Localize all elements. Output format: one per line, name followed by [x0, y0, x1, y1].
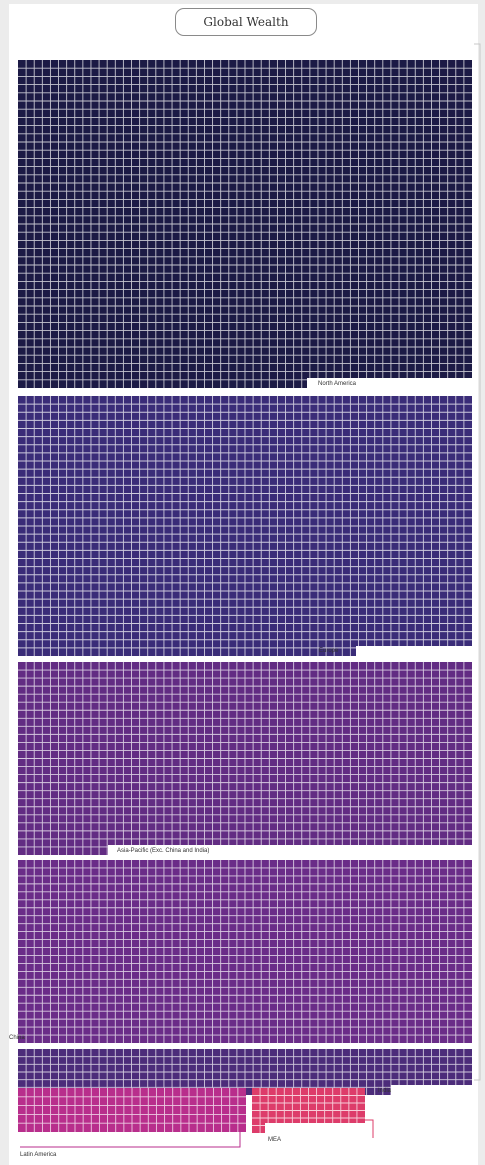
leader-line-mea	[365, 1119, 374, 1138]
series-label-asia-pacific-exc-china-and-india: Asia-Pacific (Exc. China and India)	[117, 848, 209, 854]
chart-title: Global Wealth	[175, 8, 317, 36]
right-margin	[478, 0, 485, 1165]
grid-latin-america	[18, 1088, 246, 1132]
partial-row-asia-pacific-exc-china-and-india	[108, 845, 472, 855]
left-margin	[0, 0, 9, 1165]
series-label-india: India	[378, 1088, 392, 1094]
series-label-north-america: North America	[318, 381, 357, 387]
series-label-europe: Europe	[319, 648, 339, 654]
grid-mea	[252, 1088, 365, 1133]
partial-row-europe	[356, 646, 472, 656]
grid-china	[18, 860, 472, 1043]
series-label-mea: MEA	[268, 1137, 281, 1143]
partial-row-mea	[265, 1123, 365, 1133]
right-bracket	[474, 43, 481, 1081]
grid-europe	[18, 396, 472, 656]
partial-row-north-america	[307, 378, 472, 388]
leader-line-latin-america	[20, 1130, 241, 1148]
series-label-china: China	[9, 1035, 25, 1041]
grid-asia-pacific-exc-china-and-india	[18, 662, 472, 855]
partial-row-india	[391, 1085, 472, 1095]
top-margin	[0, 0, 485, 4]
grid-north-america	[18, 60, 472, 388]
series-label-latin-america: Latin America	[20, 1152, 57, 1158]
grid-india	[18, 1049, 472, 1095]
